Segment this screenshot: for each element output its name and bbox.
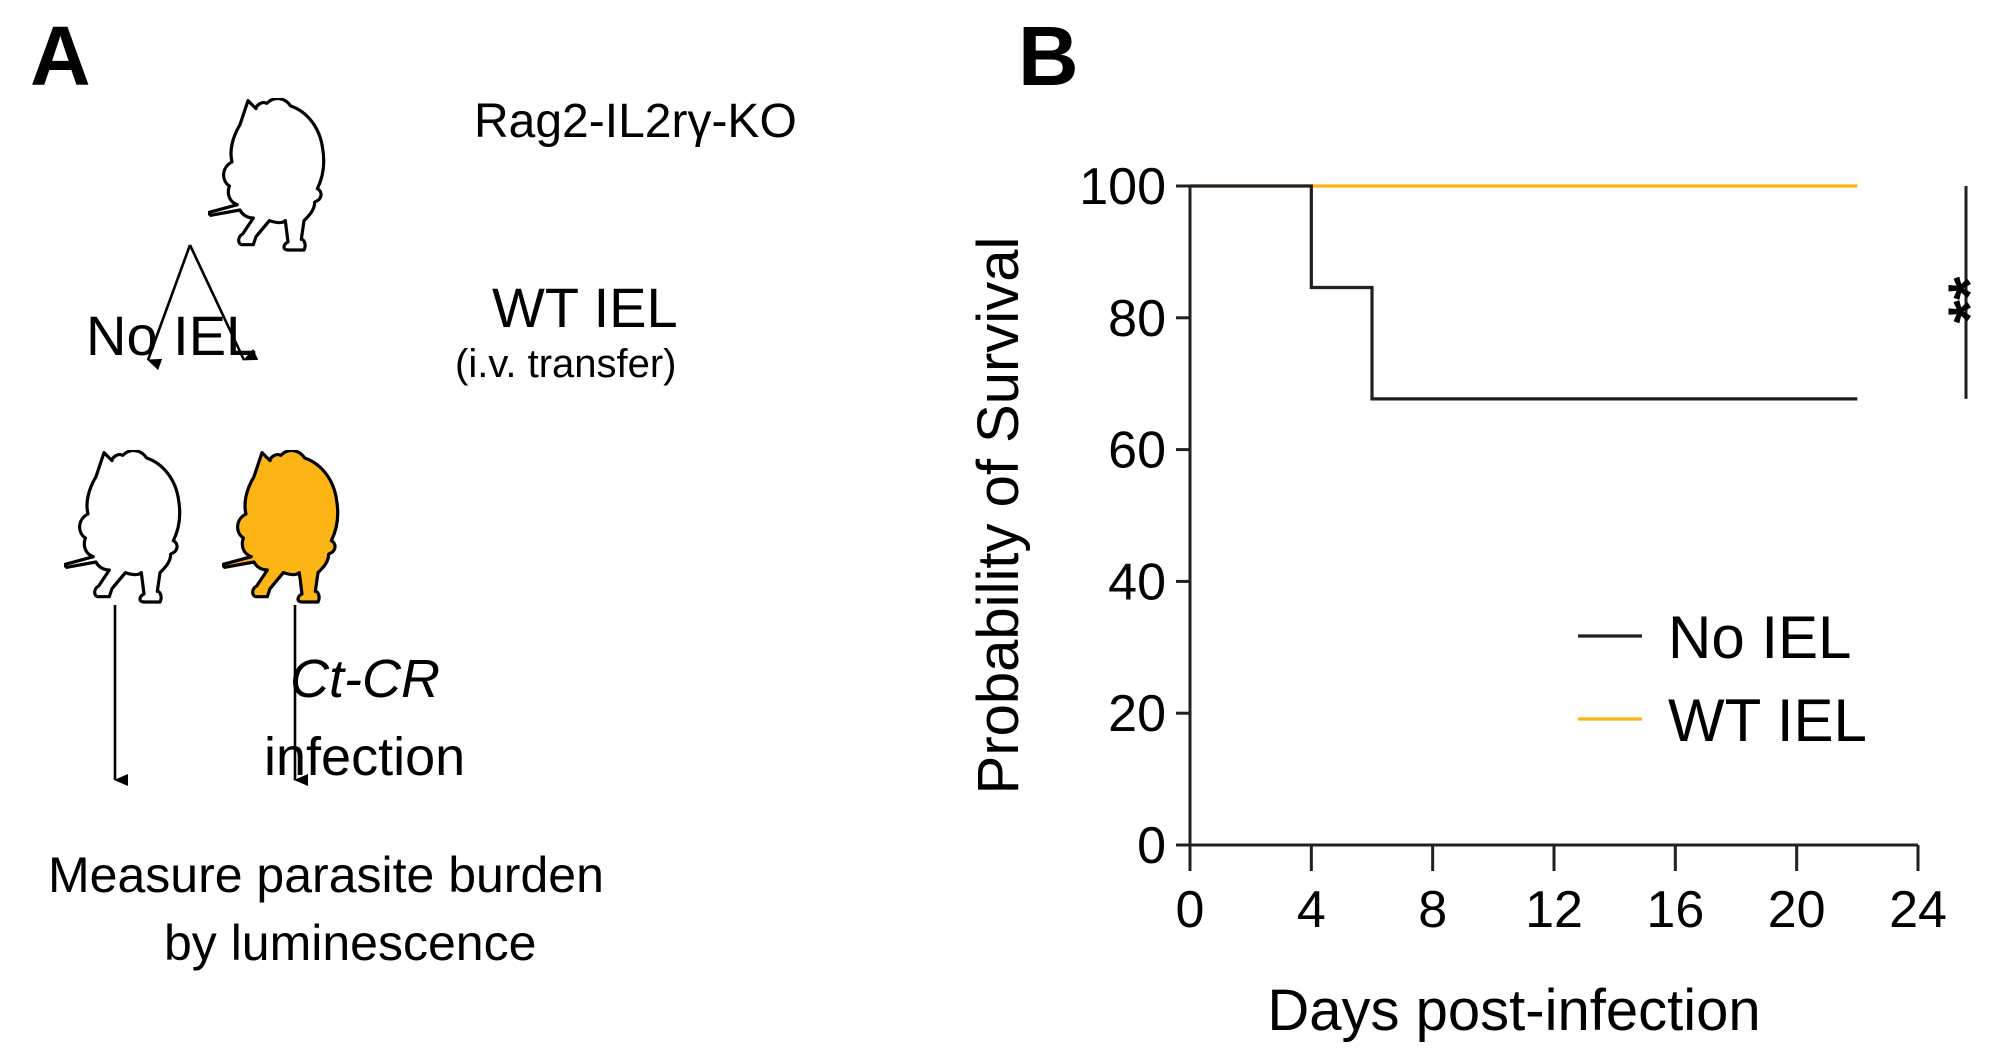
legend-label: WT IEL [1668, 687, 1867, 754]
x-axis-label: Days post-infection [1267, 978, 1760, 1043]
strain-label: Rag2-IL2rγ-KO [474, 95, 797, 148]
x-tick-label: 4 [1297, 881, 1326, 939]
x-tick-label: 12 [1525, 881, 1583, 939]
y-tick-label: 100 [1079, 158, 1166, 216]
y-tick-label: 0 [1137, 817, 1166, 875]
right-branch-label: WT IEL [492, 276, 678, 339]
y-tick-label: 40 [1108, 553, 1166, 611]
panel-a-letter: A [30, 9, 91, 103]
y-tick-label: 60 [1108, 422, 1166, 480]
arrow-icon [113, 605, 308, 786]
panel-b-letter: B [1018, 9, 1079, 103]
legend-label: No IEL [1668, 604, 1851, 671]
readout-line-2: by luminescence [164, 915, 537, 971]
x-tick-label: 20 [1768, 881, 1826, 939]
x-tick-label: 24 [1889, 881, 1947, 939]
y-axis-label: Probability of Survival [966, 237, 1031, 795]
left-branch-label: No IEL [86, 304, 258, 367]
readout-line-1: Measure parasite burden [48, 847, 604, 903]
significance-label: ** [1936, 276, 2000, 323]
right-branch-sublabel: (i.v. transfer) [455, 342, 677, 386]
x-tick-label: 16 [1646, 881, 1704, 939]
infection-label: infection [264, 727, 466, 787]
y-tick-label: 20 [1108, 685, 1166, 743]
arrow-icon [146, 244, 259, 371]
y-tick-label: 80 [1108, 290, 1166, 348]
panel-a-diagram [64, 98, 340, 786]
infection-agent: Ct-CR [290, 649, 440, 709]
x-tick-label: 0 [1176, 881, 1205, 939]
x-tick-label: 8 [1418, 881, 1447, 939]
series-line-no-iel [1190, 184, 1858, 401]
